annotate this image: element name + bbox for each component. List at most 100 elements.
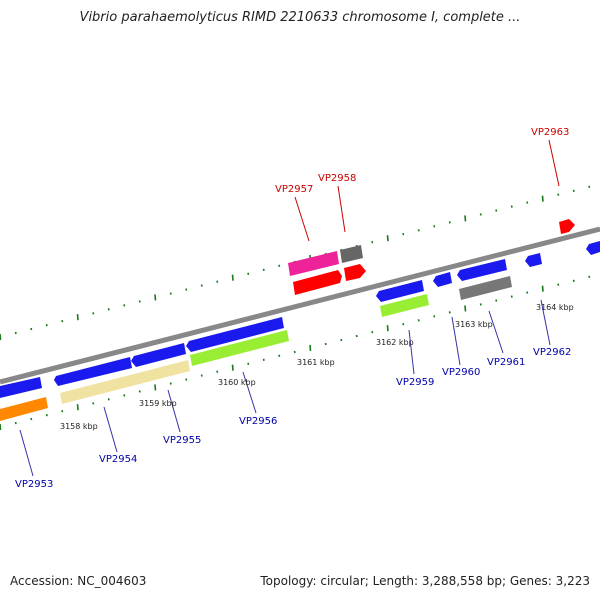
tick-row-lower [0, 275, 591, 431]
accession-text: Accession: NC_004603 [10, 574, 147, 588]
tick-mark [169, 292, 172, 295]
tick-mark [371, 330, 374, 334]
tick-mark [92, 312, 95, 315]
gene-label-vp2956[interactable]: VP2956 [239, 416, 277, 427]
tick-mark [448, 221, 451, 224]
tick-mark [107, 398, 110, 401]
gene-block-red[interactable] [559, 219, 575, 234]
gene-block-blue[interactable] [376, 280, 424, 302]
tick-mark [526, 201, 529, 204]
tick-mark [76, 404, 79, 411]
gene-block-gray[interactable] [459, 276, 512, 300]
tick-mark [479, 213, 482, 216]
tick-mark [572, 279, 575, 282]
tick-mark [588, 275, 591, 278]
map-title: Vibrio parahaemolyticus RIMD 2210633 chr… [79, 10, 521, 25]
tick-mark [185, 378, 188, 381]
genome-summary-text: Topology: circular; Length: 3,288,558 bp… [260, 574, 590, 588]
gene-block-darkgray[interactable] [340, 245, 363, 263]
scale-label: 3162 kbp [376, 338, 414, 347]
tick-mark [92, 402, 95, 405]
tick-mark [402, 323, 405, 326]
tick-mark [154, 294, 157, 301]
gene-label-vp2957[interactable]: VP2957 [275, 184, 313, 195]
tick-mark [30, 417, 33, 421]
scale-label: 3163 kbp [455, 320, 493, 329]
tick-mark [0, 423, 2, 431]
gene-label-vp2962[interactable]: VP2962 [533, 347, 571, 358]
tick-mark [216, 280, 219, 283]
gene-label-vp2953[interactable]: VP2953 [15, 479, 53, 490]
tick-mark [479, 303, 482, 306]
gene-label-vp2961[interactable]: VP2961 [487, 357, 525, 368]
gene-block-blue[interactable] [186, 317, 284, 352]
callout-line [408, 329, 415, 375]
tick-mark [14, 421, 17, 425]
tick-mark [355, 334, 358, 338]
tick-mark [526, 291, 529, 294]
tick-mark [448, 311, 451, 314]
tick-mark [495, 299, 498, 302]
scale-label: 3164 kbp [536, 303, 574, 312]
tick-mark [107, 308, 110, 311]
scale-label: 3160 kbp [218, 378, 256, 387]
tick-mark [386, 325, 389, 332]
tick-mark [61, 409, 64, 413]
tick-mark [247, 362, 250, 365]
gene-label-vp2959[interactable]: VP2959 [396, 377, 434, 388]
gene-block-blue[interactable] [131, 343, 186, 367]
tick-mark [464, 305, 467, 312]
gene-block-blue[interactable] [54, 357, 132, 386]
gene-block-red[interactable] [293, 270, 342, 295]
gene-block-red[interactable] [344, 264, 366, 281]
tick-mark [417, 319, 420, 322]
tick-mark [45, 323, 48, 327]
tick-mark [340, 338, 343, 342]
gene-label-vp2963[interactable]: VP2963 [531, 127, 569, 138]
callout-line [294, 196, 310, 242]
callout-line [167, 389, 181, 433]
tick-mark [61, 319, 64, 323]
gene-block-orange[interactable] [0, 397, 48, 421]
tick-mark [371, 240, 374, 244]
scale-label: 3159 kbp [139, 399, 177, 408]
tick-mark [200, 284, 203, 287]
gene-label-vp2958[interactable]: VP2958 [318, 173, 356, 184]
tick-mark [433, 315, 436, 318]
gene-block-blue[interactable] [457, 259, 507, 281]
scale-labels: 3158 kbp 3159 kbp 3160 kbp 3161 kbp 3162… [60, 303, 574, 431]
gene-block-lime[interactable] [190, 330, 289, 366]
gene-label-vp2960[interactable]: VP2960 [442, 367, 480, 378]
gene-block-tan[interactable] [60, 360, 190, 404]
callout-line [103, 406, 118, 453]
tick-mark [14, 331, 17, 335]
tick-mark [588, 185, 591, 188]
tick-mark [123, 304, 126, 307]
tick-mark [309, 344, 312, 352]
callout-line [548, 139, 560, 187]
tick-mark [386, 235, 389, 242]
tick-mark [510, 295, 513, 298]
gene-block-blue[interactable] [433, 272, 452, 287]
tick-mark [324, 342, 327, 346]
gene-block-magenta[interactable] [288, 251, 339, 276]
tick-mark [262, 358, 265, 362]
scale-label: 3158 kbp [60, 422, 98, 431]
gene-block-lime[interactable] [380, 294, 429, 317]
gene-label-vp2955[interactable]: VP2955 [163, 435, 201, 446]
callout-line [488, 310, 504, 354]
tick-mark [231, 364, 234, 371]
gene-block-blue[interactable] [586, 241, 600, 255]
gene-block-blue[interactable] [0, 377, 42, 398]
gene-block-blue[interactable] [525, 253, 542, 267]
tick-mark [278, 354, 281, 358]
callout-line [19, 429, 34, 477]
gene-label-vp2954[interactable]: VP2954 [99, 454, 137, 465]
callout-line [540, 299, 551, 346]
tick-mark [541, 195, 544, 202]
tick-mark [510, 205, 513, 208]
tick-mark [200, 374, 203, 377]
tick-mark [123, 394, 126, 397]
tick-mark [45, 413, 48, 417]
